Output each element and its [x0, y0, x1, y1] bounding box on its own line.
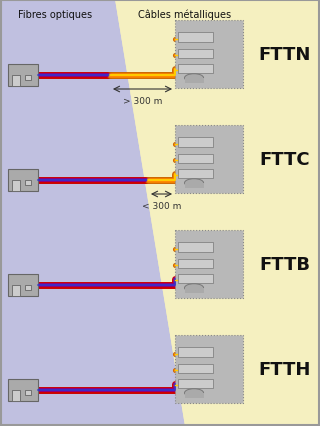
- Text: Fibres optiques: Fibres optiques: [18, 10, 92, 20]
- Bar: [178, 138, 213, 147]
- Bar: [8, 379, 38, 401]
- Text: FTTH: FTTH: [259, 360, 311, 378]
- Bar: [175, 230, 243, 298]
- Bar: [178, 33, 213, 43]
- Bar: [178, 243, 213, 252]
- Bar: [8, 274, 38, 296]
- Bar: [178, 364, 213, 373]
- Bar: [8, 170, 38, 192]
- Bar: [25, 391, 31, 395]
- Bar: [185, 393, 204, 398]
- Bar: [178, 259, 213, 268]
- Bar: [12, 390, 20, 401]
- Bar: [178, 169, 213, 178]
- Bar: [178, 348, 213, 357]
- Polygon shape: [115, 0, 320, 426]
- Bar: [178, 154, 213, 164]
- Bar: [25, 76, 31, 81]
- Text: FTTB: FTTB: [260, 256, 310, 273]
- Bar: [12, 285, 20, 296]
- Ellipse shape: [185, 389, 204, 397]
- Text: Câbles métalliques: Câbles métalliques: [139, 10, 232, 20]
- Ellipse shape: [185, 284, 204, 292]
- Text: > 300 m: > 300 m: [123, 97, 162, 106]
- Bar: [25, 181, 31, 186]
- Bar: [175, 126, 243, 193]
- Bar: [8, 65, 38, 87]
- Bar: [25, 286, 31, 291]
- Bar: [175, 335, 243, 403]
- Bar: [185, 183, 204, 188]
- Ellipse shape: [185, 179, 204, 187]
- Text: < 300 m: < 300 m: [142, 201, 181, 210]
- Text: FTTN: FTTN: [259, 46, 311, 64]
- Bar: [175, 21, 243, 89]
- Polygon shape: [0, 0, 185, 426]
- Bar: [178, 64, 213, 74]
- Ellipse shape: [185, 75, 204, 83]
- Text: FTTC: FTTC: [260, 151, 310, 169]
- Bar: [12, 75, 20, 87]
- Bar: [185, 79, 204, 83]
- Bar: [12, 180, 20, 192]
- Bar: [178, 379, 213, 388]
- Bar: [178, 49, 213, 59]
- Bar: [185, 288, 204, 293]
- Bar: [178, 274, 213, 283]
